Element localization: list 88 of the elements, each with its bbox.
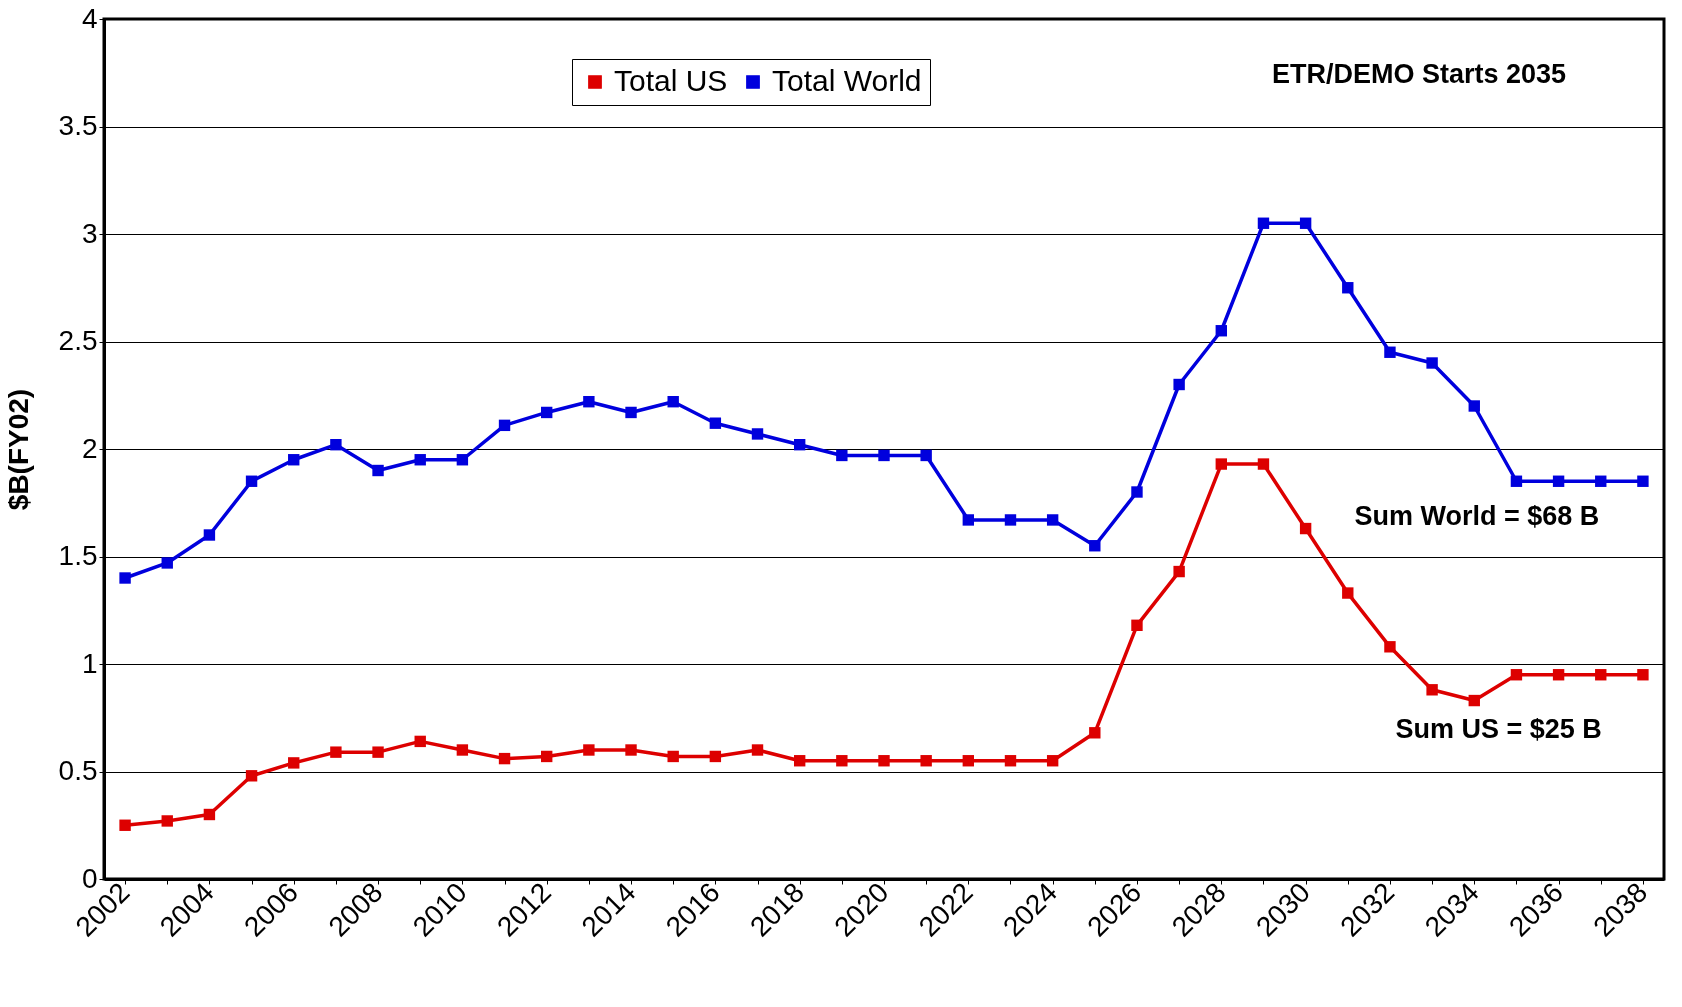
point <box>836 755 848 767</box>
point <box>1552 475 1565 487</box>
point <box>1004 755 1017 767</box>
point <box>1510 475 1523 487</box>
annotation: Sum World = $68 B <box>1354 500 1600 531</box>
point <box>1089 727 1101 739</box>
point <box>372 464 384 477</box>
point <box>1595 669 1607 681</box>
point <box>583 744 595 756</box>
point <box>793 439 806 451</box>
y-axis-title: $B(FY02) <box>2 388 34 511</box>
point <box>1510 669 1523 681</box>
point <box>583 396 595 408</box>
point <box>161 815 173 827</box>
legend-label: Total World <box>772 64 922 97</box>
point <box>962 755 975 767</box>
point <box>1257 458 1270 470</box>
point <box>920 755 932 767</box>
point <box>203 808 216 821</box>
point <box>667 396 679 408</box>
y-tick-label: 2 <box>81 432 98 464</box>
point <box>962 514 975 526</box>
point <box>751 428 764 440</box>
point <box>1299 217 1312 229</box>
point <box>1342 282 1354 294</box>
annotation: ETR/DEMO Starts 2035 <box>1272 58 1567 89</box>
point <box>1552 669 1565 681</box>
point <box>1468 400 1480 412</box>
point <box>920 449 932 462</box>
point <box>1384 346 1396 358</box>
point <box>751 744 764 756</box>
y-tick-label: 3.5 <box>58 110 98 141</box>
point <box>1089 540 1101 552</box>
point <box>1173 565 1185 578</box>
point <box>1637 669 1649 681</box>
point <box>161 557 173 569</box>
point <box>456 454 469 466</box>
y-tick-label: 0.5 <box>58 755 98 786</box>
point <box>1426 357 1438 369</box>
point <box>414 454 426 466</box>
y-tick-label: 3 <box>81 217 98 249</box>
point <box>1046 514 1059 526</box>
point <box>288 454 300 466</box>
point <box>1637 475 1649 487</box>
point <box>709 750 722 763</box>
legend-label: Total US <box>614 64 728 97</box>
point <box>1342 587 1354 599</box>
point <box>330 746 342 758</box>
point <box>414 735 426 748</box>
point <box>541 406 553 419</box>
y-tick-label: 1 <box>81 647 98 679</box>
annotation: Sum US = $25 B <box>1395 714 1602 745</box>
point <box>288 757 300 769</box>
point <box>1426 684 1438 696</box>
point <box>245 770 258 782</box>
point <box>456 744 469 756</box>
point <box>793 755 806 767</box>
point <box>1173 378 1185 391</box>
point <box>498 752 511 765</box>
point <box>1131 486 1143 498</box>
point <box>878 449 890 462</box>
point <box>372 746 384 758</box>
point <box>1215 458 1227 470</box>
point <box>878 755 890 767</box>
y-tick-label: 4 <box>81 2 98 34</box>
point <box>541 750 553 763</box>
point <box>836 449 848 462</box>
y-tick-label: 2.5 <box>58 325 98 356</box>
point <box>498 419 511 432</box>
point <box>1046 755 1059 767</box>
point <box>1257 217 1270 229</box>
point <box>1595 475 1607 487</box>
point <box>119 819 131 831</box>
point <box>625 744 637 756</box>
point <box>625 406 637 419</box>
point <box>667 750 679 763</box>
point <box>1299 522 1312 535</box>
y-tick-label: 1.5 <box>58 540 98 571</box>
point <box>709 417 722 429</box>
point <box>203 529 216 541</box>
point <box>1384 641 1396 653</box>
point <box>119 572 131 584</box>
point <box>1131 619 1143 631</box>
point <box>1215 325 1227 337</box>
point <box>245 475 258 487</box>
point <box>1468 694 1480 707</box>
point <box>330 439 342 451</box>
point <box>1004 514 1017 526</box>
